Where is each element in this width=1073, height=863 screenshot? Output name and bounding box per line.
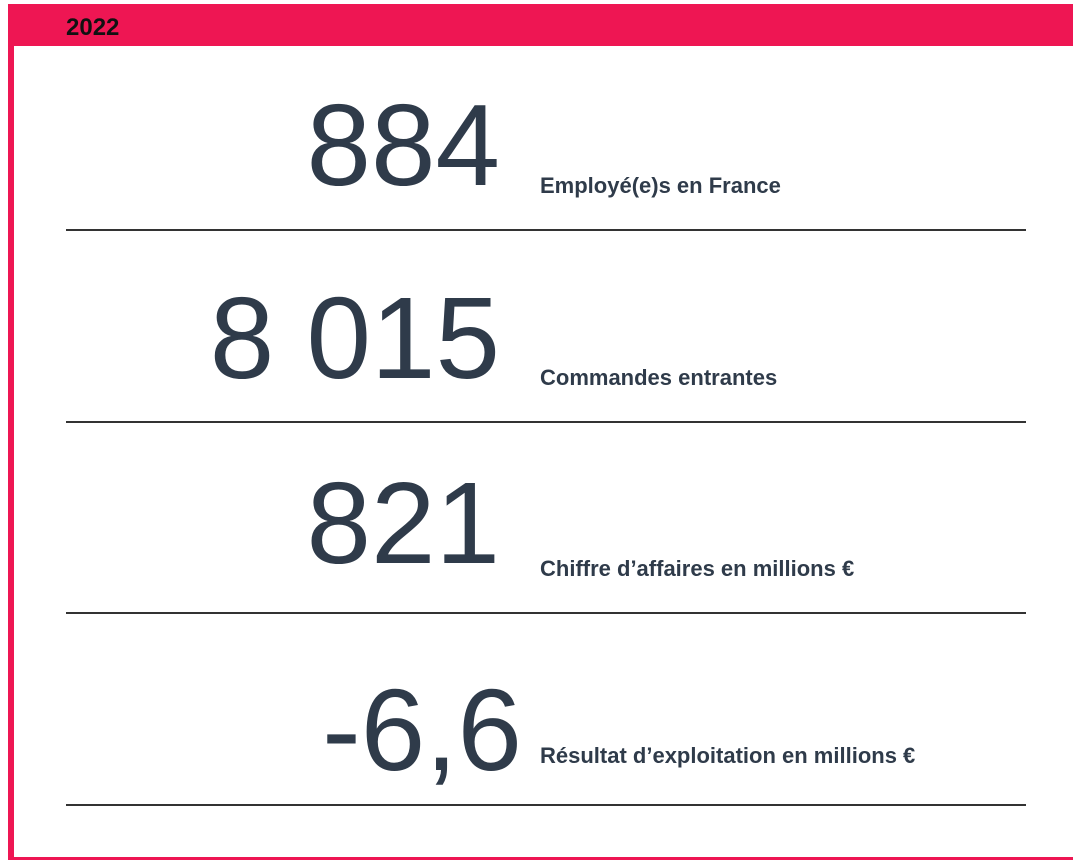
- bottom-border: [8, 857, 1073, 860]
- figure-label: Commandes entrantes: [540, 365, 777, 390]
- figure-label: Chiffre d’affaires en millions €: [540, 556, 854, 581]
- figure-value: 821: [306, 458, 500, 588]
- header-title: 2022: [66, 14, 119, 41]
- figure-label: Employé(e)s en France: [540, 173, 781, 198]
- left-border: [8, 46, 14, 860]
- figure-value: 884: [306, 80, 500, 210]
- figure-value: -6,6: [322, 665, 522, 795]
- figure-value: 8 015: [210, 273, 500, 403]
- header-bar: [8, 4, 1073, 46]
- figure-label: Résultat d’exploitation en millions €: [540, 743, 915, 768]
- rows: 884 Employé(e)s en France 8 015 Commandes e…: [66, 80, 1026, 806]
